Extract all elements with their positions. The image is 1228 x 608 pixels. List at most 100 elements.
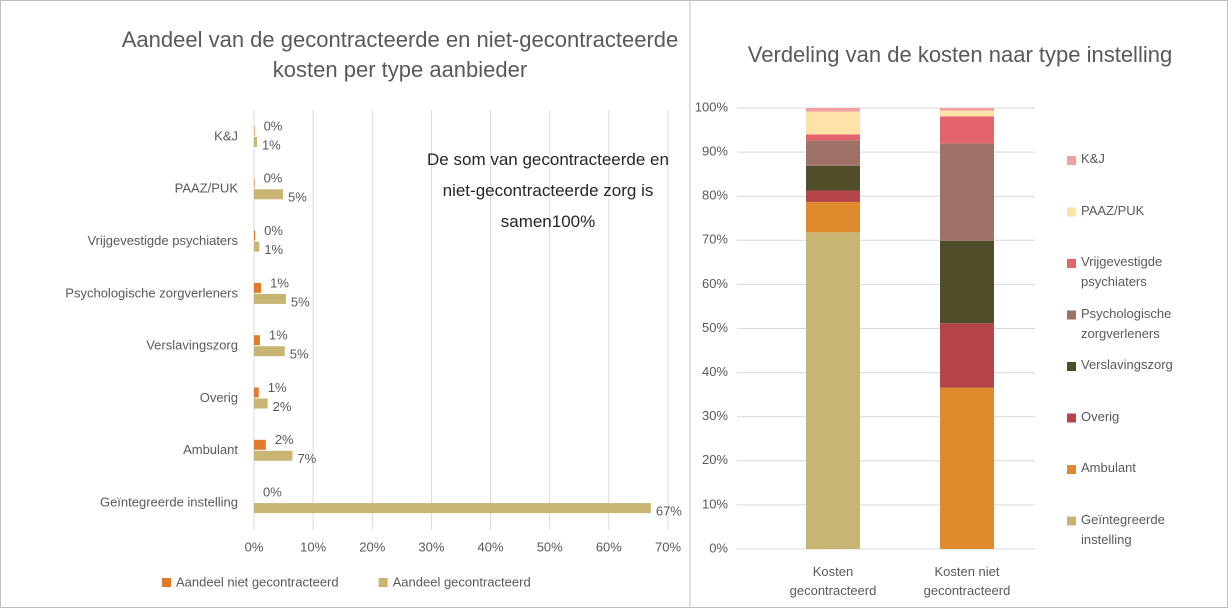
- chart-title-box: Verdeling van de kosten naar type instel…: [747, 42, 1173, 67]
- legend-label: K&J: [1081, 151, 1105, 166]
- bar-segment: [940, 323, 994, 388]
- legend-label: Vrijgevestigde psychiaters: [1081, 254, 1163, 289]
- bar: [254, 241, 260, 252]
- data-label: 0%: [263, 485, 282, 500]
- y-tick-label: 30%: [702, 408, 728, 423]
- data-label: 2%: [273, 399, 292, 414]
- x-tick-label: 10%: [300, 539, 326, 554]
- data-label: 67%: [656, 504, 682, 519]
- legend-label-box: Psychologische zorgverleners: [1081, 305, 1172, 341]
- data-label: 1%: [262, 137, 281, 152]
- x-tick-label: 60%: [596, 539, 622, 554]
- legend-label: Aandeel niet gecontracteerd: [176, 574, 339, 589]
- bar-segment: [940, 110, 994, 117]
- y-tick-label: PAAZ/PUK: [175, 181, 239, 196]
- data-label: 0%: [264, 223, 283, 238]
- y-tick-label: Geïntegreerde instelling: [100, 495, 238, 510]
- bar: [254, 137, 257, 147]
- y-tick-label: 80%: [702, 188, 728, 203]
- y-tick-label: Ambulant: [183, 442, 238, 457]
- legend-label: Ambulant: [1081, 460, 1136, 475]
- y-tick-label: Vrijgevestigde psychiaters: [87, 233, 238, 248]
- bar: [254, 335, 260, 346]
- y-tick-label: 0%: [709, 540, 728, 555]
- y-tick-label: Psychologische zorgverleners: [65, 285, 238, 300]
- bar-segment: [806, 190, 860, 202]
- data-label: 5%: [288, 190, 307, 205]
- bar: [254, 126, 255, 136]
- legend-label: Verslavingszorg: [1081, 357, 1173, 372]
- bar: [254, 346, 285, 357]
- data-label: 0%: [264, 171, 283, 186]
- x-tick-label: 20%: [359, 539, 385, 554]
- x-tick-label: Kosten gecontracteerd: [789, 564, 877, 598]
- bar: [254, 189, 283, 200]
- annotation: De som van gecontracteerde en niet-gecon…: [427, 149, 669, 231]
- bar: [254, 387, 259, 398]
- data-label: 1%: [268, 380, 287, 395]
- data-label: 5%: [291, 294, 310, 309]
- bar: [254, 178, 255, 189]
- chart-title: Verdeling van de kosten naar type instel…: [747, 42, 1173, 67]
- legend-swatch: [1067, 362, 1076, 371]
- legend-swatch: [1067, 465, 1076, 474]
- bar: [254, 282, 262, 293]
- y-tick-label: 70%: [702, 232, 728, 247]
- legend-label-box: PAAZ/PUK: [1081, 202, 1145, 218]
- y-tick-label: 20%: [702, 452, 728, 467]
- y-tick-label: 90%: [702, 144, 728, 159]
- legend-label: Psychologische zorgverleners: [1081, 305, 1172, 341]
- data-label: 5%: [290, 347, 309, 362]
- y-tick-label: Overig: [200, 390, 238, 405]
- x-tick-label: 0%: [245, 539, 264, 554]
- y-tick-label: K&J: [214, 128, 238, 143]
- x-tick-label: 30%: [418, 539, 444, 554]
- y-tick-label: Verslavingszorg: [146, 338, 238, 353]
- legend-label-box: Overig: [1081, 408, 1120, 424]
- data-label: 1%: [264, 242, 283, 257]
- data-label: 1%: [269, 328, 288, 343]
- x-tick-label: 40%: [478, 539, 504, 554]
- chart-title-box: Aandeel van de gecontracteerde en niet-g…: [121, 27, 679, 82]
- bar: [254, 503, 651, 514]
- legend-swatch: [1067, 413, 1076, 423]
- bar-segment: [806, 201, 860, 233]
- x-tick-label: 50%: [537, 539, 563, 554]
- legend-label-box: Vrijgevestigde psychiaters: [1081, 254, 1163, 289]
- data-label: 2%: [275, 432, 294, 447]
- legend-swatch: [1067, 156, 1076, 165]
- legend-label-box: Verslavingszorg: [1081, 357, 1173, 372]
- bar: [254, 293, 286, 304]
- legend-label: Aandeel gecontracteerd: [393, 574, 531, 589]
- legend-swatch: [378, 578, 388, 587]
- bar: [254, 439, 266, 450]
- chart-title: Aandeel van de gecontracteerde en niet-g…: [121, 27, 679, 82]
- bar-segment: [940, 108, 994, 111]
- x-tick-label: Kosten niet gecontracteerd: [923, 564, 1011, 598]
- bar-segment: [806, 108, 860, 112]
- data-label: 0%: [264, 118, 283, 133]
- legend-label: Geïntegreerde instelling: [1081, 511, 1165, 547]
- bar: [254, 230, 256, 241]
- x-tick-label-box: Kosten niet gecontracteerd: [923, 564, 1011, 598]
- bar-segment: [806, 165, 860, 191]
- x-tick-label: 70%: [655, 539, 681, 554]
- y-tick-label: 40%: [702, 364, 728, 379]
- bar-segment: [806, 232, 860, 549]
- legend-swatch: [1067, 310, 1076, 320]
- legend-label-box: Geïntegreerde instelling: [1081, 511, 1165, 547]
- y-tick-label: 60%: [702, 276, 728, 291]
- legend-swatch: [1067, 259, 1076, 268]
- x-tick-label-box: Kosten gecontracteerd: [789, 564, 877, 598]
- bar-segment: [940, 143, 994, 241]
- legend-label: PAAZ/PUK: [1081, 202, 1145, 218]
- bar-segment: [806, 134, 860, 141]
- legend-label: Overig: [1081, 408, 1120, 424]
- legend-swatch: [1067, 516, 1076, 526]
- y-tick-label: 10%: [702, 496, 728, 511]
- bar-segment: [806, 140, 860, 166]
- legend-swatch: [162, 578, 171, 587]
- legend-swatch: [1067, 207, 1076, 217]
